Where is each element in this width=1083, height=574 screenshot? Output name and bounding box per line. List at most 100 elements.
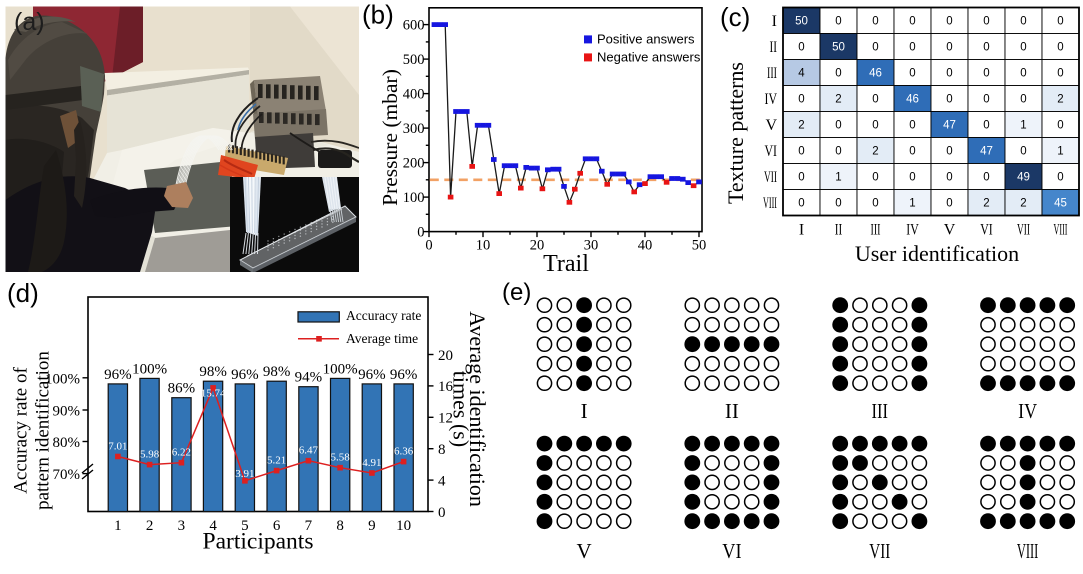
svg-text:0: 0 bbox=[909, 146, 915, 158]
svg-text:0: 0 bbox=[798, 146, 804, 158]
svg-text:User identification: User identification bbox=[855, 241, 1019, 266]
svg-text:V: V bbox=[577, 539, 592, 563]
svg-text:Average identification: Average identification bbox=[465, 311, 490, 507]
svg-text:0: 0 bbox=[983, 172, 989, 184]
svg-text:0: 0 bbox=[909, 42, 915, 54]
svg-text:IV: IV bbox=[906, 222, 919, 239]
svg-text:5.98: 5.98 bbox=[140, 449, 160, 461]
svg-text:2: 2 bbox=[835, 94, 841, 106]
svg-text:5: 5 bbox=[241, 518, 249, 534]
svg-text:VII: VII bbox=[869, 539, 890, 563]
svg-text:100%: 100% bbox=[45, 371, 80, 387]
svg-text:0: 0 bbox=[835, 146, 841, 158]
svg-text:600: 600 bbox=[403, 18, 425, 34]
svg-text:(a): (a) bbox=[14, 8, 45, 36]
svg-text:Negative answers: Negative answers bbox=[597, 50, 701, 65]
svg-text:6.22: 6.22 bbox=[172, 447, 191, 459]
svg-text:100%: 100% bbox=[132, 361, 167, 377]
svg-text:2: 2 bbox=[1057, 94, 1063, 106]
svg-text:100: 100 bbox=[403, 190, 425, 206]
svg-text:45: 45 bbox=[1054, 198, 1067, 210]
svg-text:Positive answers: Positive answers bbox=[597, 32, 695, 47]
svg-text:3.91: 3.91 bbox=[235, 468, 254, 480]
svg-text:4: 4 bbox=[209, 518, 217, 534]
svg-text:0: 0 bbox=[946, 94, 952, 106]
svg-text:98%: 98% bbox=[263, 364, 291, 380]
svg-text:400: 400 bbox=[403, 87, 425, 103]
svg-text:0: 0 bbox=[909, 120, 915, 132]
svg-text:0: 0 bbox=[1020, 68, 1026, 80]
svg-text:20: 20 bbox=[438, 348, 453, 364]
svg-text:0: 0 bbox=[909, 16, 915, 28]
svg-text:II: II bbox=[770, 39, 778, 56]
svg-text:200: 200 bbox=[403, 156, 425, 172]
svg-text:0: 0 bbox=[872, 120, 878, 132]
svg-text:86%: 86% bbox=[168, 381, 196, 397]
svg-text:Texture patterns: Texture patterns bbox=[723, 62, 748, 204]
svg-text:46: 46 bbox=[906, 94, 919, 106]
svg-text:0: 0 bbox=[417, 225, 424, 241]
svg-text:0: 0 bbox=[909, 172, 915, 184]
svg-text:0: 0 bbox=[872, 172, 878, 184]
svg-text:(d): (d) bbox=[7, 278, 39, 308]
svg-text:0: 0 bbox=[798, 42, 804, 54]
svg-text:50: 50 bbox=[832, 42, 845, 54]
svg-text:Accuracy rate: Accuracy rate bbox=[346, 308, 421, 323]
svg-text:VI: VI bbox=[722, 539, 741, 563]
svg-text:0: 0 bbox=[425, 238, 432, 254]
svg-text:Participants: Participants bbox=[203, 529, 314, 555]
svg-text:1: 1 bbox=[835, 172, 841, 184]
svg-text:VIII: VIII bbox=[763, 195, 777, 212]
svg-text:0: 0 bbox=[835, 68, 841, 80]
svg-text:VIII: VIII bbox=[1017, 539, 1039, 563]
svg-text:0: 0 bbox=[983, 42, 989, 54]
svg-text:1: 1 bbox=[1057, 146, 1063, 158]
svg-text:46: 46 bbox=[869, 68, 882, 80]
svg-text:47: 47 bbox=[980, 146, 993, 158]
svg-text:0: 0 bbox=[1057, 120, 1063, 132]
svg-text:3: 3 bbox=[178, 518, 186, 534]
svg-text:II: II bbox=[835, 222, 843, 239]
svg-text:50: 50 bbox=[692, 238, 707, 254]
svg-text:Average time: Average time bbox=[346, 331, 418, 346]
svg-text:0: 0 bbox=[983, 68, 989, 80]
svg-text:2: 2 bbox=[146, 518, 154, 534]
svg-text:2: 2 bbox=[798, 120, 804, 132]
svg-text:10: 10 bbox=[396, 518, 411, 534]
svg-text:96%: 96% bbox=[358, 367, 386, 383]
svg-text:I: I bbox=[581, 399, 588, 423]
svg-text:0: 0 bbox=[872, 42, 878, 54]
svg-text:10: 10 bbox=[476, 238, 491, 254]
svg-text:(c): (c) bbox=[720, 2, 750, 32]
svg-text:III: III bbox=[871, 222, 881, 239]
svg-text:0: 0 bbox=[798, 198, 804, 210]
svg-text:0: 0 bbox=[983, 120, 989, 132]
svg-text:VII: VII bbox=[1017, 222, 1030, 239]
svg-text:2: 2 bbox=[983, 198, 989, 210]
svg-text:VII: VII bbox=[764, 169, 777, 186]
svg-text:0: 0 bbox=[872, 198, 878, 210]
svg-text:70%: 70% bbox=[53, 467, 81, 483]
svg-text:0: 0 bbox=[835, 16, 841, 28]
svg-text:pattern identification: pattern identification bbox=[33, 351, 54, 510]
svg-text:47: 47 bbox=[943, 120, 956, 132]
svg-text:5.58: 5.58 bbox=[330, 452, 350, 464]
svg-text:0: 0 bbox=[835, 120, 841, 132]
svg-text:0: 0 bbox=[983, 16, 989, 28]
svg-text:30: 30 bbox=[584, 238, 599, 254]
svg-text:0: 0 bbox=[946, 16, 952, 28]
svg-text:Pressure (mbar): Pressure (mbar) bbox=[378, 69, 402, 206]
svg-text:98%: 98% bbox=[199, 364, 227, 380]
svg-text:7: 7 bbox=[305, 518, 313, 534]
svg-text:0: 0 bbox=[1057, 42, 1063, 54]
svg-text:4: 4 bbox=[438, 473, 446, 489]
svg-text:0: 0 bbox=[1020, 146, 1026, 158]
svg-text:0: 0 bbox=[909, 68, 915, 80]
svg-text:(b): (b) bbox=[362, 0, 394, 30]
svg-text:VI: VI bbox=[980, 222, 993, 239]
svg-text:0: 0 bbox=[798, 94, 804, 106]
svg-text:96%: 96% bbox=[390, 367, 418, 383]
svg-text:15.74: 15.74 bbox=[201, 387, 226, 399]
svg-text:0: 0 bbox=[1020, 16, 1026, 28]
svg-text:40: 40 bbox=[638, 238, 653, 254]
